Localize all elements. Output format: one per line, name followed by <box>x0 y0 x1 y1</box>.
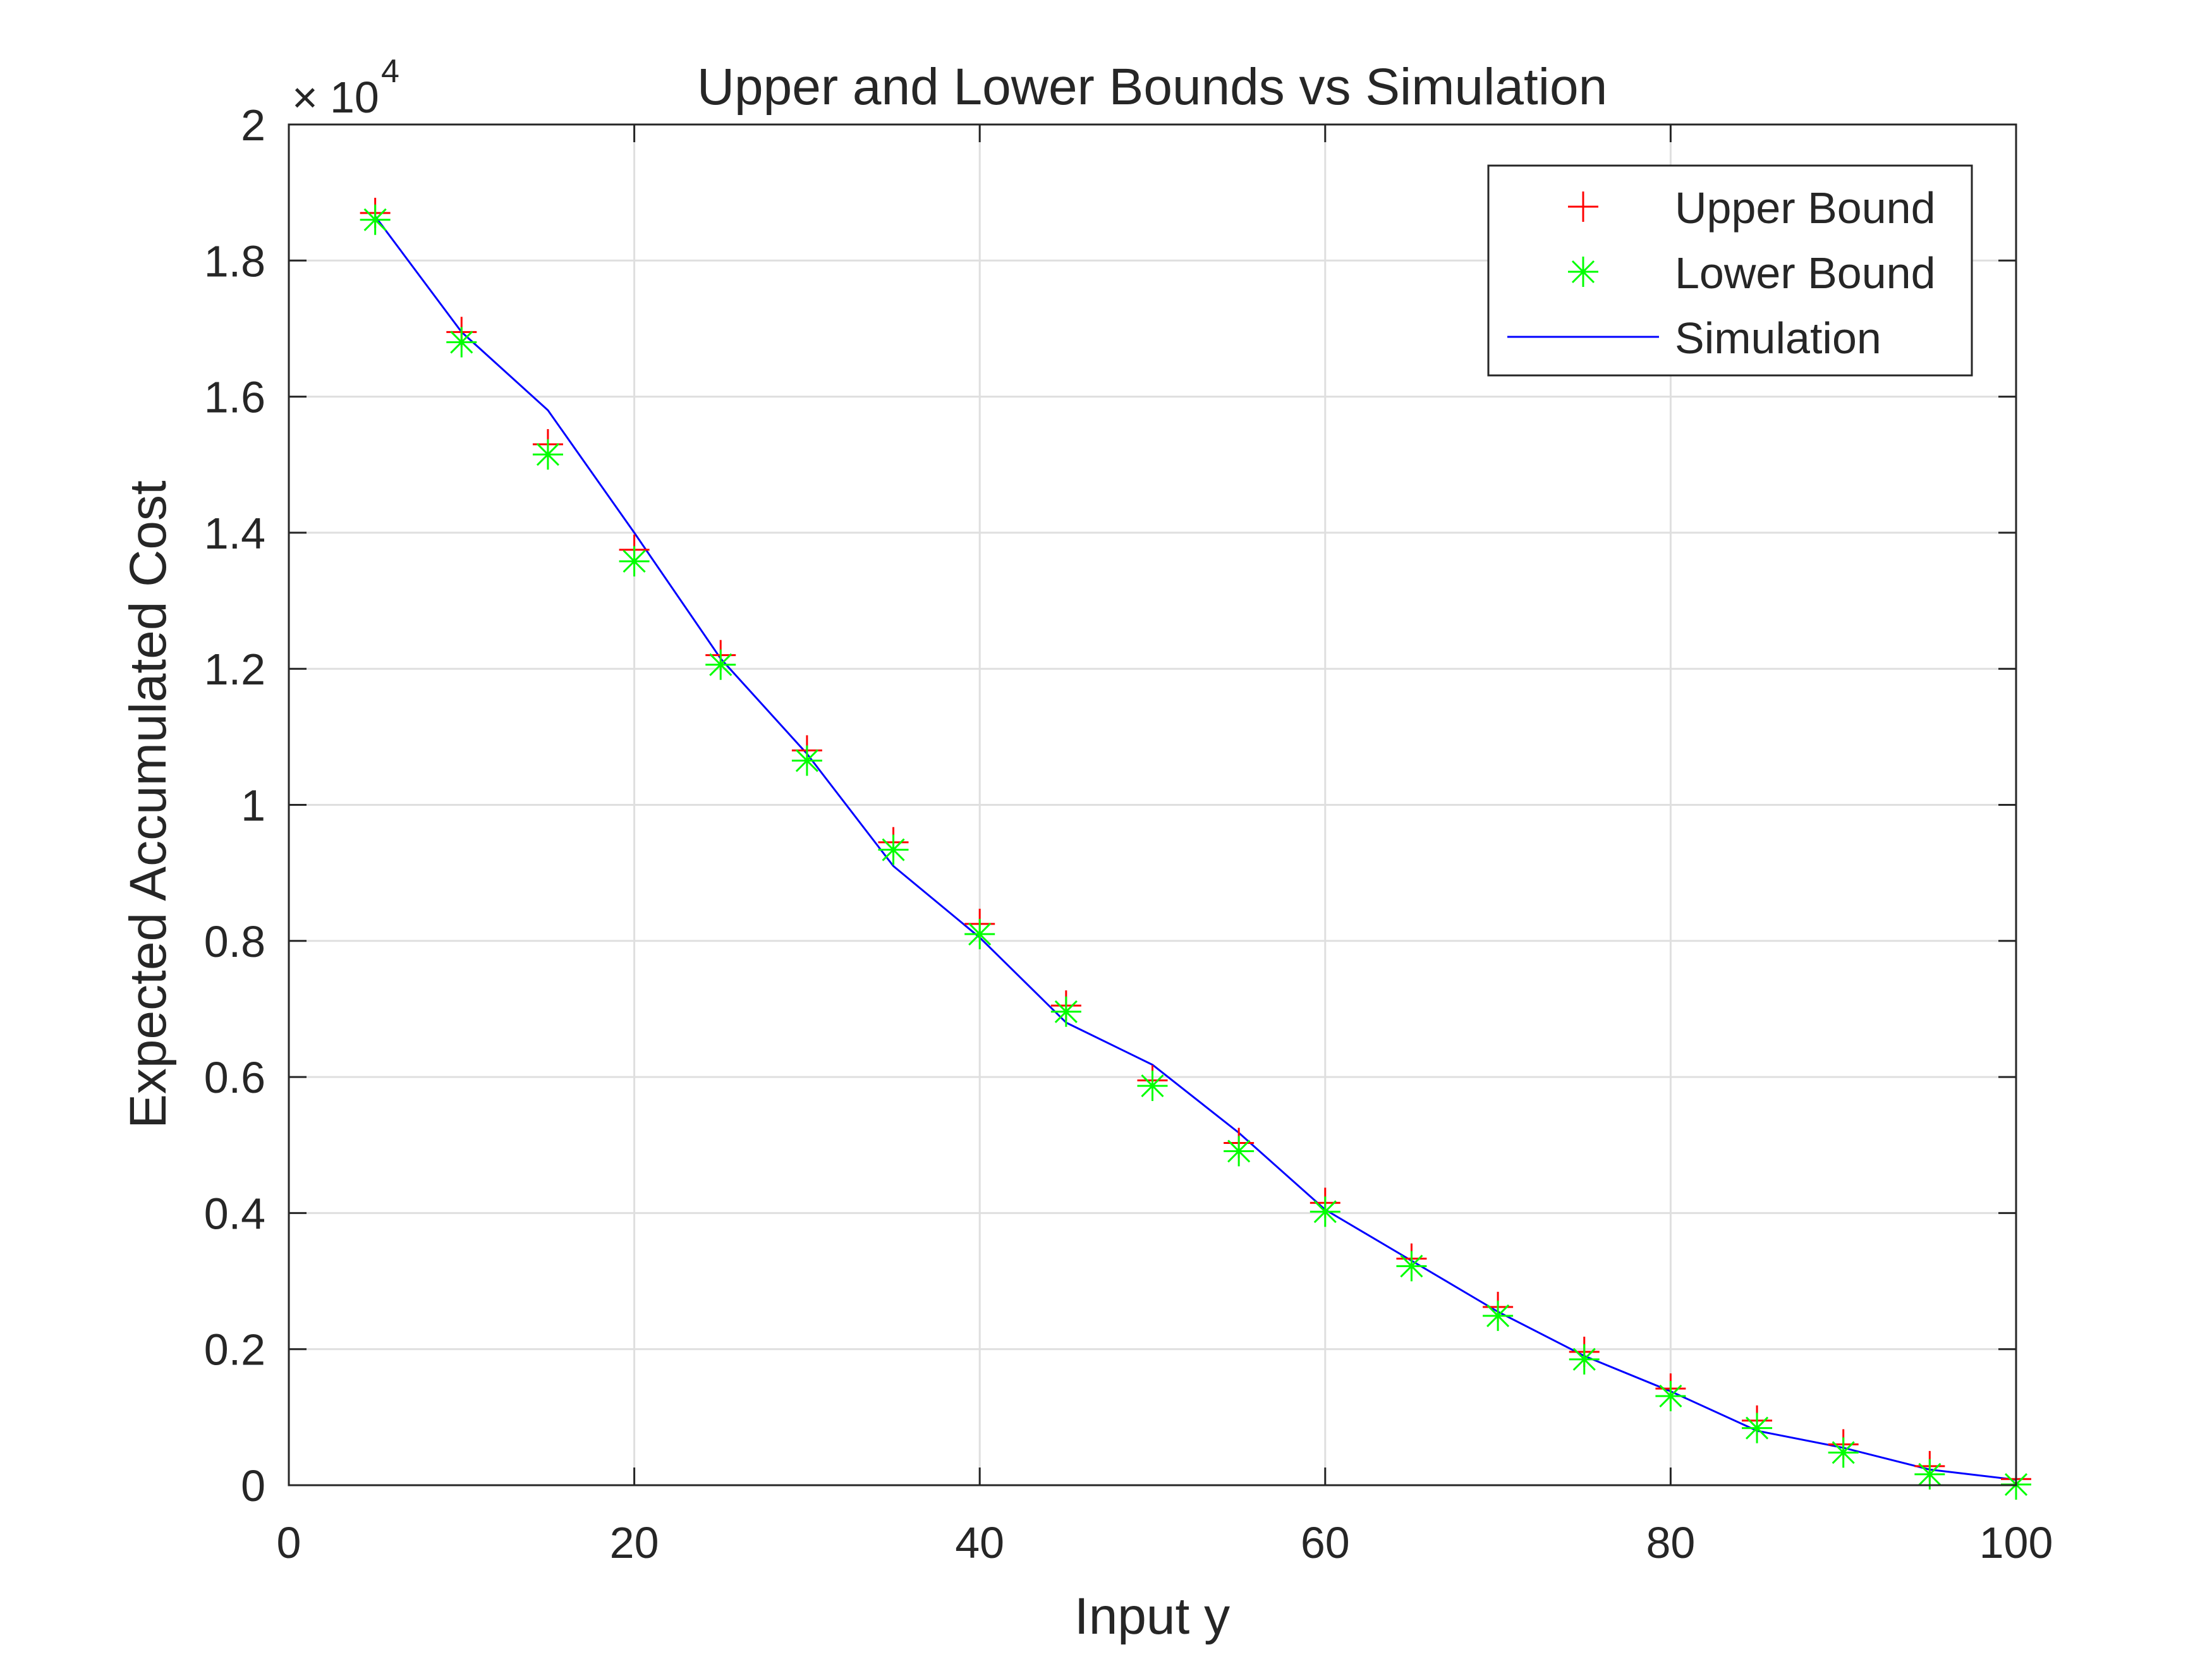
legend-box <box>1487 164 1973 377</box>
x-axis-label: Input y <box>1074 1588 1230 1645</box>
ticks <box>288 123 2017 1486</box>
legend-plus-glyph <box>1568 191 1598 222</box>
lower-bound-point <box>1742 1413 1773 1443</box>
lower-bound-point <box>1396 1251 1427 1282</box>
x-tick-label: 0 <box>277 1518 301 1567</box>
y-tick-label: 1.6 <box>204 373 265 422</box>
x-tick-label: 60 <box>1301 1518 1350 1567</box>
legend-item-simulation: Simulation <box>1507 313 1881 363</box>
legend-item-upper-bound: Upper Bound <box>1568 183 1936 233</box>
x-tick-label: 100 <box>1979 1518 2053 1567</box>
multiplier-times-sign: × <box>292 73 318 122</box>
y-tick-label: 0.4 <box>204 1189 265 1238</box>
lower-bound-point <box>532 439 563 470</box>
lower-bound-point <box>1050 996 1081 1027</box>
lower-bound-point <box>446 327 477 358</box>
series-line-simulation <box>374 216 2017 1481</box>
y-tick-label: 1 <box>241 781 265 830</box>
lower-bound-point <box>360 204 391 235</box>
x-tick-label: 80 <box>1646 1518 1695 1567</box>
lower-bound-point <box>1828 1437 1859 1468</box>
y-tick-label: 0.2 <box>204 1325 265 1375</box>
legend-marker-plus <box>1568 191 1598 222</box>
y-tick-label: 1.8 <box>204 236 265 286</box>
legend-label-lower-bound: Lower Bound <box>1675 248 1936 298</box>
lower-bound-point <box>964 919 995 950</box>
y-tick-label: 0 <box>241 1461 265 1510</box>
y-tick-label: 1.4 <box>204 509 265 558</box>
x-tick-label: 20 <box>610 1518 659 1567</box>
legend-item-lower-bound: Lower Bound <box>1568 248 1936 298</box>
lower-bound-point <box>1310 1196 1340 1227</box>
lower-bound-point <box>705 649 736 680</box>
y-tick-label: 1.2 <box>204 645 265 694</box>
legend: Upper Bound Lower Bound Simulation <box>1487 164 1973 377</box>
lower-bound-point <box>1483 1300 1514 1331</box>
multiplier-exponent: 4 <box>381 53 399 90</box>
y-tick-label: 0.8 <box>204 917 265 966</box>
lower-bound-point <box>878 834 909 865</box>
x-tick-label: 40 <box>955 1518 1004 1567</box>
lower-bound-point <box>1137 1071 1168 1102</box>
multiplier-base: 10 <box>330 73 379 122</box>
lower-bound-point <box>619 546 650 577</box>
legend-label-simulation: Simulation <box>1675 313 1881 363</box>
legend-label-upper-bound: Upper Bound <box>1675 183 1936 233</box>
y-axis-label: Expected Accumulated Cost <box>119 480 177 1129</box>
y-tick-label: 2 <box>241 100 265 150</box>
chart-title: Upper and Lower Bounds vs Simulation <box>697 58 1607 116</box>
tick-labels: 0 20 40 60 80 100 0 0.2 0.4 0.6 0.8 1 1.2 1.4 1.6 1.8 2 <box>204 100 2053 1567</box>
legend-marker-asterisk <box>1568 257 1598 287</box>
y-tick-label: 0.6 <box>204 1053 265 1102</box>
lower-bound-point <box>1224 1136 1255 1167</box>
legend-asterisk-glyph <box>1568 257 1598 287</box>
lower-bound-point <box>1569 1344 1600 1375</box>
y-axis-multiplier: × 10 4 <box>292 53 399 122</box>
lower-bound-point <box>1655 1380 1686 1411</box>
lower-bound-point <box>791 745 822 776</box>
